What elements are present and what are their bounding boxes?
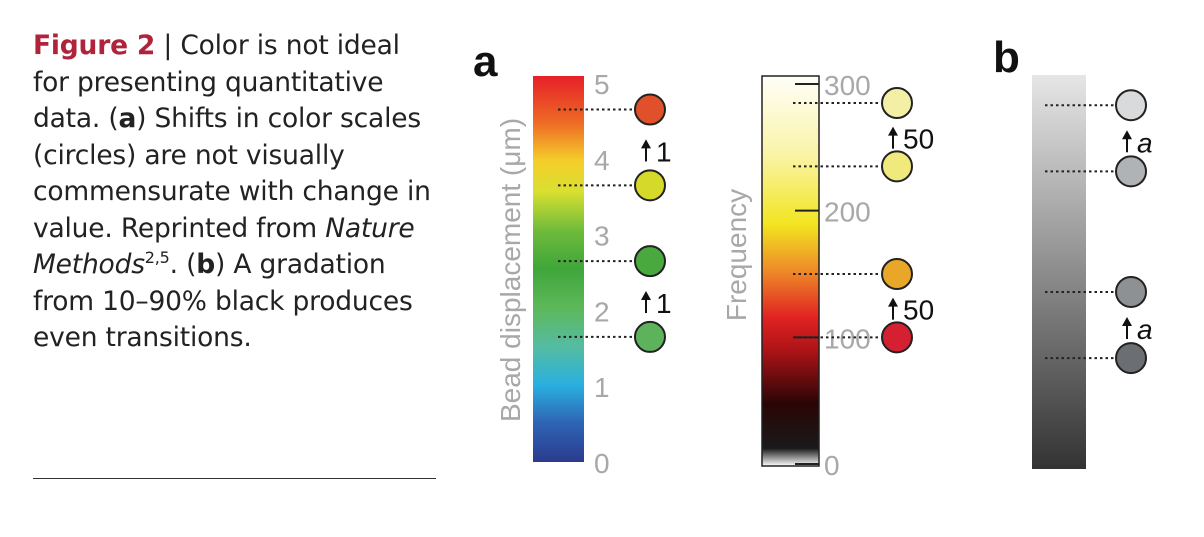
gray-color-bar (1032, 75, 1086, 469)
marker-circle-0 (634, 320, 666, 353)
marker-circle-1 (1115, 275, 1147, 308)
heat-tick-labels: 0 100 200 300 (795, 70, 871, 481)
caption-text-4: ) A gradation from 10–90% black produces… (33, 249, 413, 353)
marker-circle-3 (634, 93, 666, 126)
marker-circle-1 (881, 258, 913, 290)
caption-superscript: 2,5 (144, 248, 170, 268)
tick-label-2: 2 (594, 296, 610, 327)
caption-rule (33, 478, 436, 479)
rainbow-axis-label: Bead displacement (μm) (495, 118, 526, 422)
tick-label-5: 5 (594, 69, 610, 100)
marker-circle-1 (634, 245, 666, 278)
marker-circle-3 (881, 87, 913, 119)
heat-axis-label: Frequency (721, 189, 752, 321)
shift-annotation-0: 1 (656, 288, 672, 319)
marker-circle-3 (1115, 89, 1147, 122)
marker-circle-2 (881, 150, 913, 183)
marker-circle-0 (881, 321, 913, 354)
caption-a-label: a (118, 103, 137, 134)
marker-circle-2 (1115, 155, 1147, 188)
rainbow-color-bar (533, 76, 584, 462)
shift-arrowhead-1 (888, 126, 898, 136)
marker-circle-0 (1115, 342, 1147, 375)
caption-b-label: b (196, 249, 216, 280)
caption-text-2: ) Shifts in color scales (circles) are n… (33, 103, 431, 244)
shift-annotation-1: a (1137, 127, 1153, 158)
shift-annotation-0: a (1137, 314, 1153, 345)
rainbow-markers: 11 (558, 93, 672, 353)
tick-label-4: 4 (594, 145, 610, 176)
tick-label-1: 100 (824, 323, 871, 354)
panel-a-label: a (473, 37, 498, 86)
marker-circle-2 (634, 169, 666, 202)
tick-label-3: 3 (594, 221, 610, 252)
shift-arrowhead-1 (641, 139, 651, 149)
gray-markers: aa (1045, 89, 1153, 375)
shift-arrowhead-0 (1122, 317, 1132, 327)
rainbow-tick-labels: 0 1 2 3 4 5 (594, 69, 610, 479)
shift-annotation-0: 50 (903, 295, 934, 326)
heat-scale: Frequency 0 100 200 300 50 50 (721, 70, 934, 481)
heat-color-bar (761, 75, 820, 467)
shift-arrowhead-1 (1122, 130, 1132, 140)
tick-label-0: 0 (824, 450, 840, 481)
tick-label-0: 0 (594, 448, 610, 479)
shift-annotation-1: 50 (903, 124, 934, 155)
tick-label-2: 200 (824, 197, 871, 228)
shift-arrowhead-0 (641, 291, 651, 301)
shift-annotation-1: 1 (656, 136, 672, 167)
tick-label-1: 1 (594, 372, 610, 403)
shift-arrowhead-0 (888, 297, 898, 307)
heat-markers: 50 50 (793, 87, 934, 354)
caption-text-3: . ( (169, 249, 197, 280)
caption-separator: | (155, 30, 181, 61)
caption-text-1: Color is not ideal for presenting quanti… (33, 30, 400, 134)
gray-scale: aa (1032, 75, 1153, 469)
panel-b-label: b (993, 33, 1020, 82)
caption-journal: Nature Methods (33, 212, 415, 281)
figure-label: Figure 2 (33, 30, 156, 61)
figure-caption: Figure 2 | Color is not ideal for presen… (33, 28, 443, 357)
tick-label-3: 300 (824, 70, 871, 101)
